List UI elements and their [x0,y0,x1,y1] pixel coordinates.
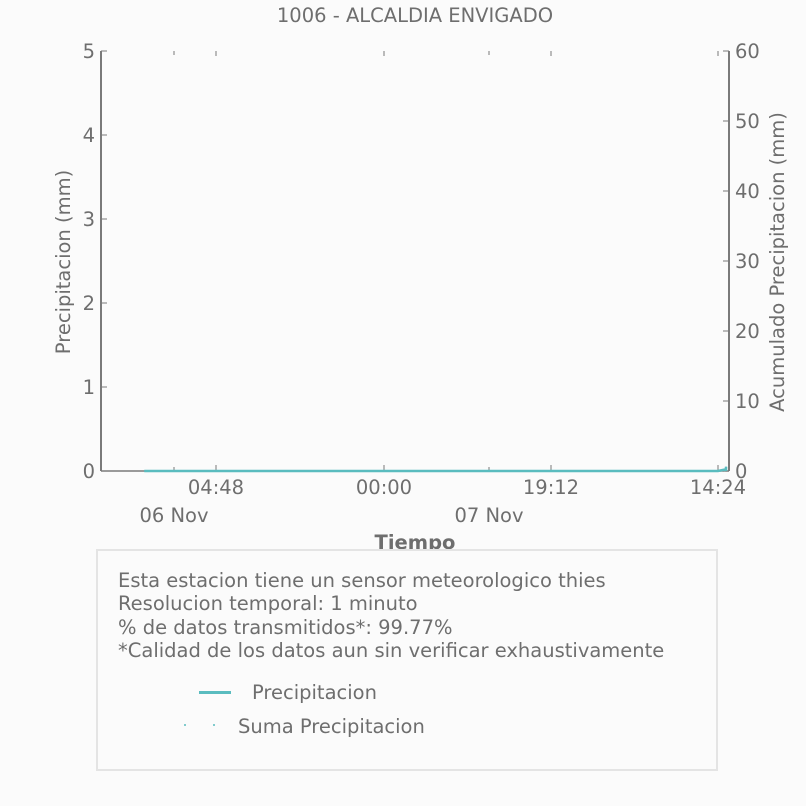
y2-axis-label: Acumulado Precipitacion (mm) [766,112,789,412]
series-layer [144,466,728,473]
info-transmitted-text: % de datos transmitidos*: 99.77% [118,616,453,639]
y-tick-label: 3 [83,208,95,231]
left-y-axis: 0 1 2 3 4 5 [83,40,107,483]
y-tick-label: 2 [83,292,95,315]
y2-tick-label: 60 [735,40,760,63]
x-axis: 04:48 00:00 19:12 14:24 06 Nov 07 Nov [139,51,746,527]
info-legend-box: Esta estacion tiene un sensor meteorolog… [96,549,718,771]
plot-frame [100,51,730,472]
y2-tick-label: 0 [735,460,747,483]
legend-precipitacion-swatch [199,691,231,694]
y2-tick-label: 30 [735,250,760,273]
x-axis-label: Tiempo [375,531,456,554]
y-tick-label: 0 [83,460,95,483]
y-axis-label: Precipitacion (mm) [52,170,75,354]
info-resolution-text: Resolucion temporal: 1 minuto [118,592,418,615]
y2-tick-label: 20 [735,320,760,343]
legend-suma-label: Suma Precipitacion [238,715,425,738]
y2-tick-label: 10 [735,390,760,413]
info-quality-text: *Calidad de los datos aun sin verificar … [118,639,665,662]
y2-tick-label: 50 [735,110,760,133]
legend-precipitacion-label: Precipitacion [252,681,377,704]
x-tick-label: 04:48 [188,476,244,499]
y2-tick-label: 40 [735,180,760,203]
series-line-0 [144,466,728,473]
right-y-axis: 0 10 20 30 40 50 60 [723,40,760,483]
x-tick-label: 00:00 [356,476,412,499]
x-date-label: 07 Nov [454,504,523,527]
info-sensor-text: Esta estacion tiene un sensor meteorolog… [118,569,606,592]
x-tick-label: 19:12 [523,476,579,499]
y-tick-label: 4 [83,124,95,147]
x-date-label: 06 Nov [139,504,208,527]
y-tick-label: 5 [83,40,95,63]
legend-suma-swatch [184,724,224,728]
chart-title: 1006 - ALCALDIA ENVIGADO [277,4,553,27]
x-tick-label: 14:24 [690,476,746,499]
y-tick-label: 1 [83,376,95,399]
